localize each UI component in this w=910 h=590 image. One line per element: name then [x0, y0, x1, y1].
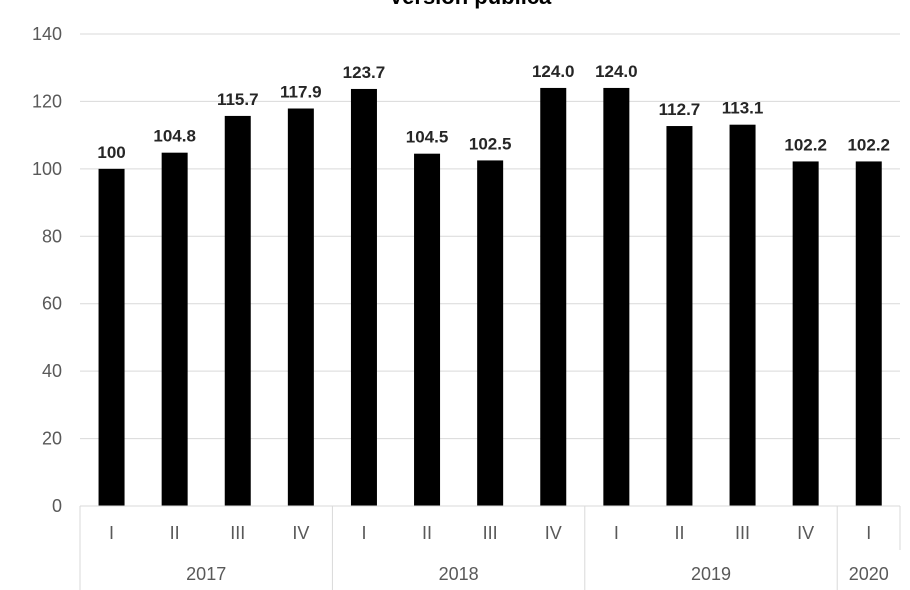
bar — [666, 126, 693, 506]
bar — [224, 115, 251, 506]
year-group-label: 2020 — [849, 564, 889, 584]
x-tick-label: III — [735, 523, 750, 543]
data-label: 124.0 — [595, 62, 638, 81]
chart-title: Versión pública — [389, 0, 552, 9]
x-tick-label: I — [866, 523, 871, 543]
x-tick-label: IV — [797, 523, 814, 543]
y-tick-label: 80 — [42, 226, 62, 246]
x-tick-label: I — [614, 523, 619, 543]
bars — [98, 87, 882, 506]
bar — [161, 152, 188, 506]
bar — [350, 88, 377, 506]
y-tick-label: 0 — [52, 496, 62, 516]
year-group-label: 2018 — [439, 564, 479, 584]
year-group-label: 2017 — [186, 564, 226, 584]
x-tick-label: IV — [292, 523, 309, 543]
x-tick-label: II — [422, 523, 432, 543]
x-tick-label: III — [230, 523, 245, 543]
y-tick-label: 120 — [32, 91, 62, 111]
bar — [540, 87, 567, 506]
bar — [414, 153, 441, 506]
bar — [98, 168, 125, 506]
data-label: 102.5 — [469, 134, 512, 153]
data-label: 115.7 — [217, 90, 259, 109]
data-label: 112.7 — [659, 100, 701, 119]
data-label: 124.0 — [532, 62, 575, 81]
data-label: 104.5 — [406, 128, 449, 147]
y-tick-label: 20 — [42, 429, 62, 449]
y-tick-label: 60 — [42, 294, 62, 314]
x-tick-label: I — [109, 523, 114, 543]
data-label: 104.8 — [153, 127, 196, 146]
x-tick-label: II — [170, 523, 180, 543]
data-labels: 100 104.8 115.7 117.9 123.7 104.5 102.5 124.0 12… — [97, 62, 890, 162]
data-label: 102.2 — [847, 135, 890, 154]
y-tick-label: 100 — [32, 159, 62, 179]
bar — [477, 160, 504, 506]
bar — [855, 161, 882, 506]
x-tick-label: IV — [545, 523, 562, 543]
bar — [792, 161, 819, 506]
data-label: 100 — [97, 143, 125, 162]
bar — [729, 124, 756, 506]
x-tick-label: I — [361, 523, 366, 543]
bar — [603, 87, 630, 506]
x-tick-label: II — [674, 523, 684, 543]
y-tick-label: 140 — [32, 24, 62, 44]
bar — [287, 108, 314, 506]
data-label: 117.9 — [280, 83, 322, 102]
x-tick-label: III — [483, 523, 498, 543]
data-label: 102.2 — [784, 135, 827, 154]
y-tick-label: 40 — [42, 361, 62, 381]
y-axis: 0 20 40 60 80 100 120 140 — [32, 24, 62, 516]
year-group-label: 2019 — [691, 564, 731, 584]
data-label: 123.7 — [343, 63, 386, 82]
data-label: 113.1 — [722, 99, 764, 118]
